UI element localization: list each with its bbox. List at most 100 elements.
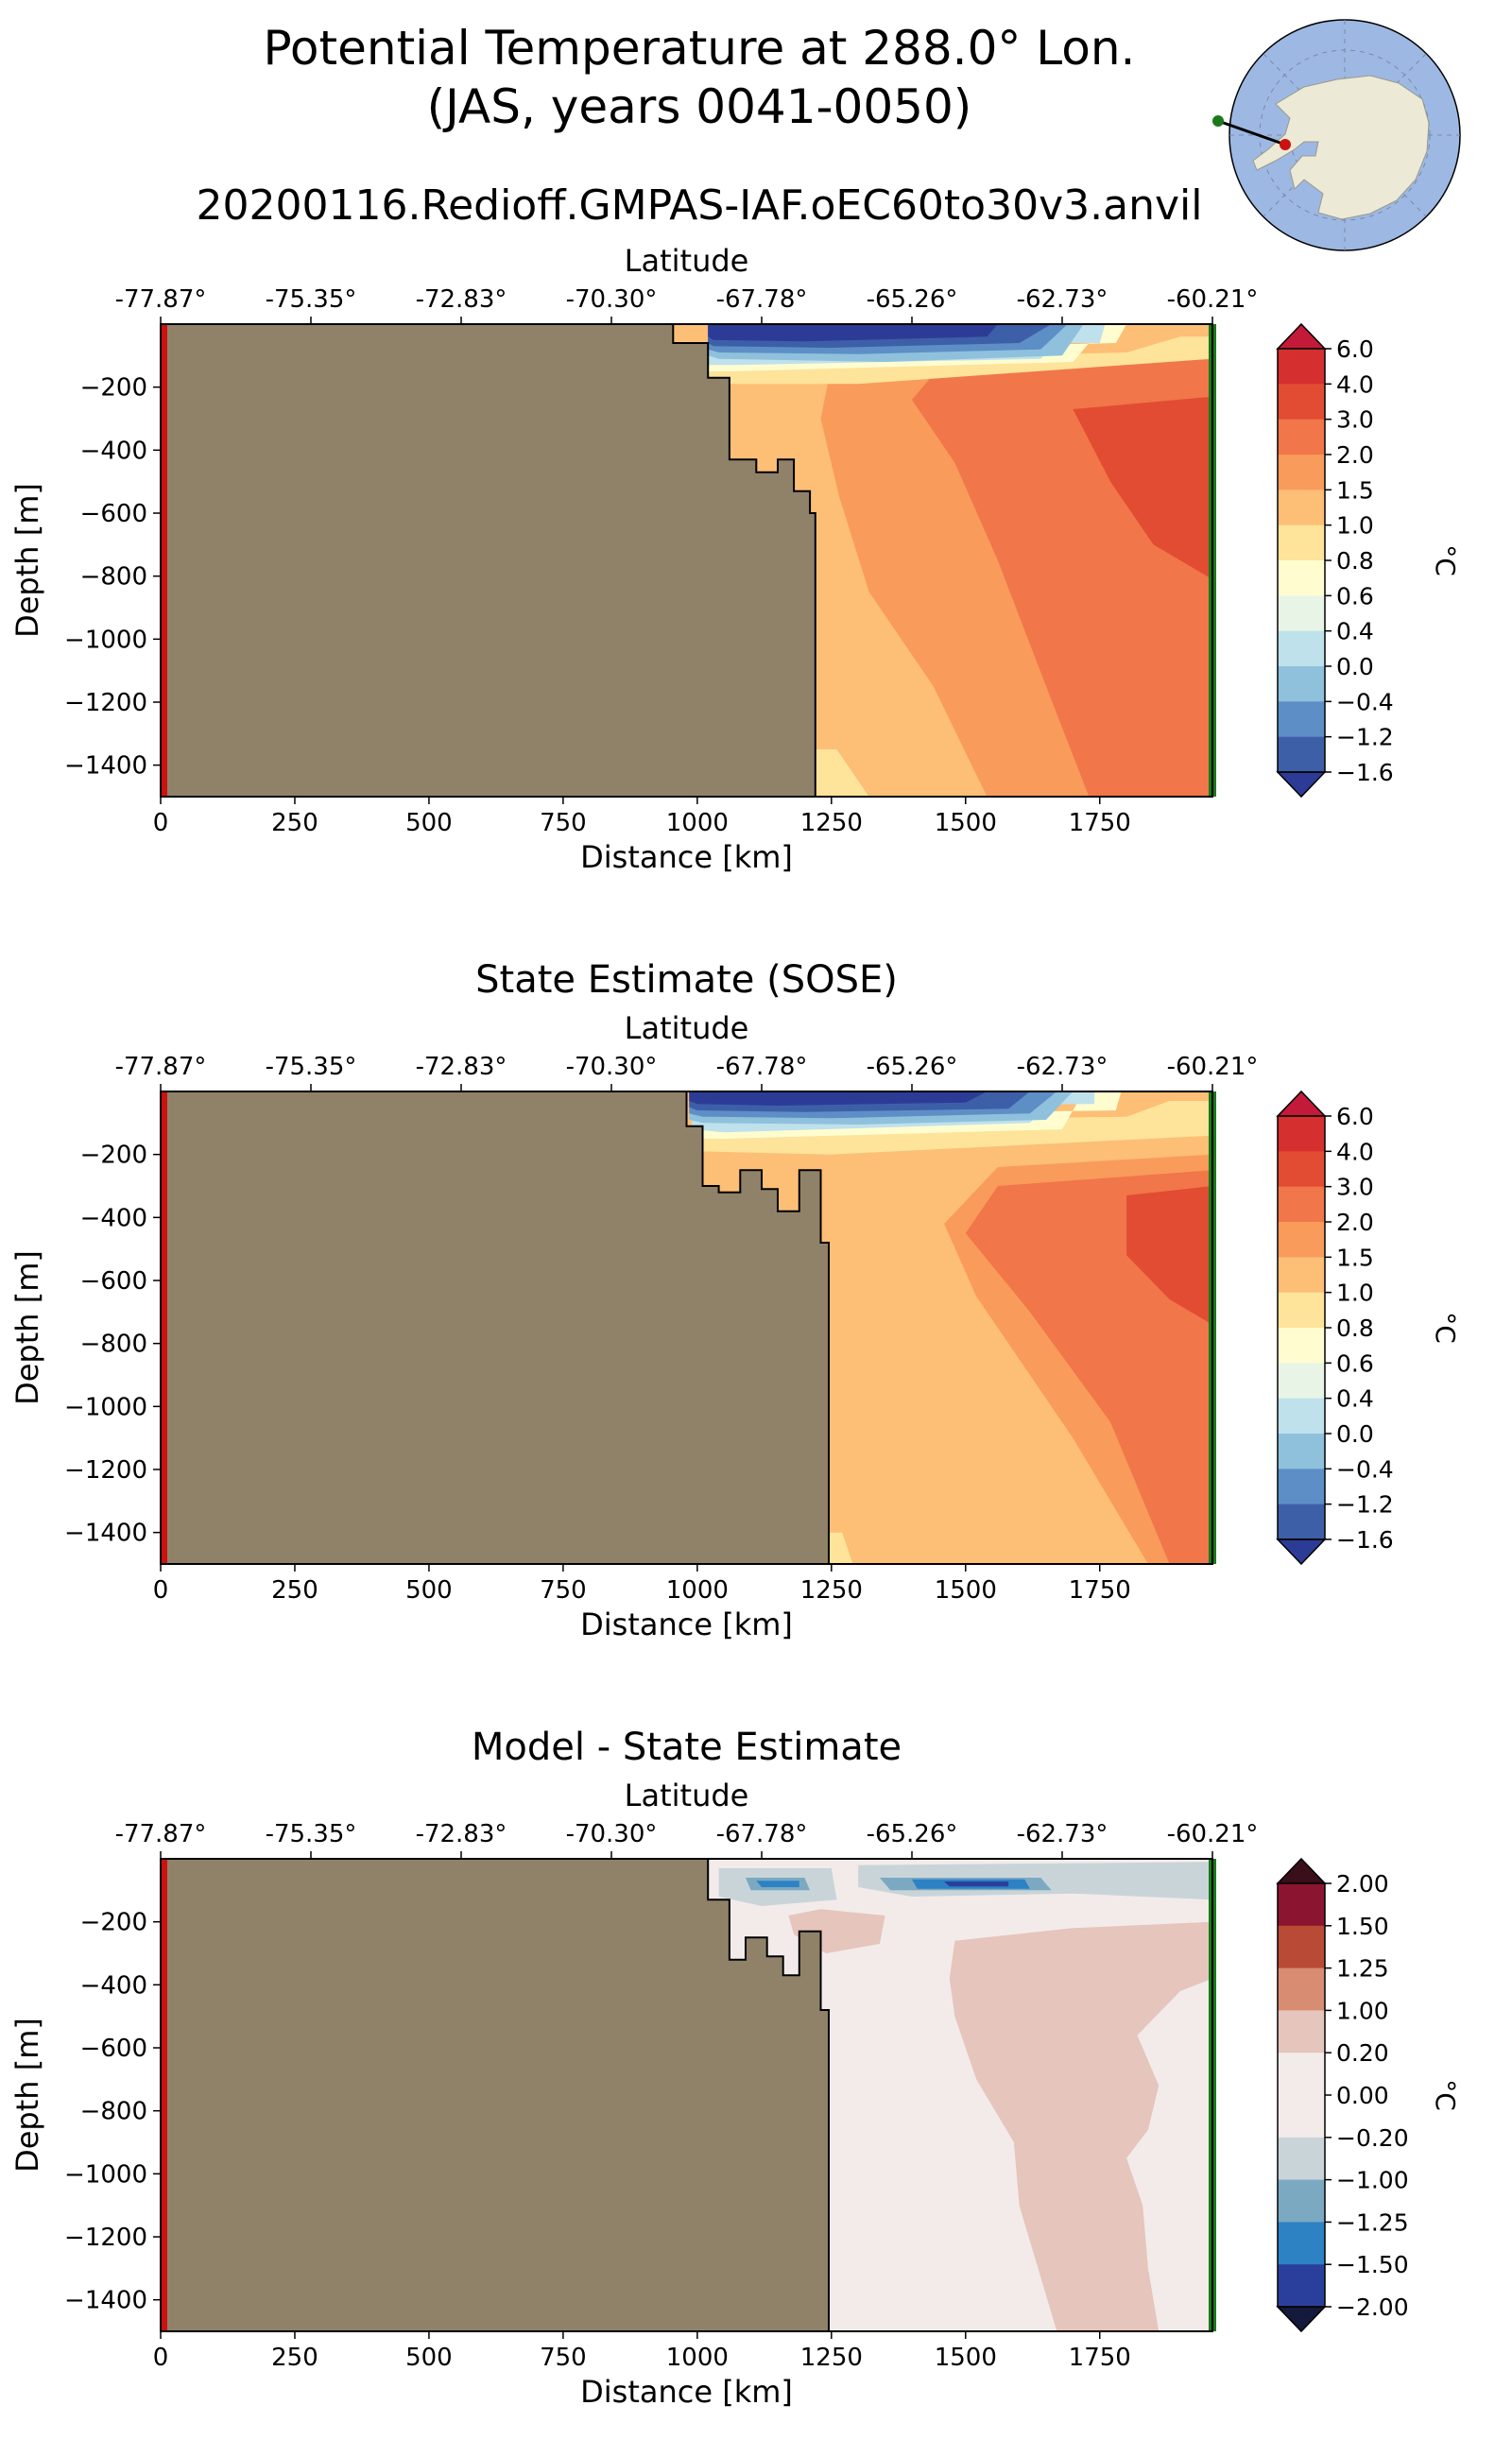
latitude-tick-label: -77.87° (115, 1820, 207, 1848)
colorbar-tick-label: −0.4 (1336, 1455, 1394, 1483)
colorbar-tick-label: 3.0 (1336, 406, 1374, 434)
chart-panel-1: 0 250 500 750 1000 1250 1500 1750 Distance [km] −… (9, 243, 1461, 875)
y-tick-label: −400 (80, 1204, 147, 1232)
x-tick-label: 1500 (935, 1576, 997, 1605)
y-tick-label: −1200 (64, 1456, 147, 1485)
colorbar-swatch (1278, 349, 1325, 385)
colorbar-swatch (1278, 595, 1325, 632)
y-tick-label: −200 (80, 374, 147, 403)
colorbar-tick-label: 1.00 (1336, 1997, 1389, 2024)
panel-title: Model - State Estimate (472, 1726, 902, 1769)
colorbar-swatch (1278, 1151, 1325, 1188)
colorbar-tick-label: −1.6 (1336, 759, 1394, 786)
plot-area (161, 1091, 1212, 1564)
latitude-tick-label: -62.73° (1017, 1053, 1108, 1081)
colorbar-tick-label: −2.00 (1336, 2294, 1409, 2321)
colorbar-tick-label: 1.25 (1336, 1955, 1389, 1983)
latitude-tick-label: -67.78° (716, 1820, 808, 1848)
colorbar-swatch (1278, 2095, 1325, 2139)
plot-area (161, 324, 1212, 797)
colorbar-extend-bottom (1276, 771, 1327, 799)
plot-frame (160, 1858, 1213, 2332)
x-tick-label: 250 (271, 809, 318, 837)
y-tick-label: −1200 (64, 2224, 147, 2252)
colorbar-swatch (1278, 1363, 1325, 1400)
latitude-tick-label: -65.26° (867, 285, 958, 314)
colorbar-swatch (1278, 1222, 1325, 1258)
y-tick-label: −1200 (64, 689, 147, 717)
transect-start-line (160, 324, 167, 797)
latitude-tick-label: -72.83° (416, 1053, 507, 1081)
colorbar-swatch (1278, 419, 1325, 455)
latitude-tick-label: -72.83° (416, 285, 507, 314)
colorbar-swatch (1278, 666, 1325, 702)
y-tick-label: −1000 (64, 2160, 147, 2189)
plot-frame (160, 323, 1213, 798)
colorbar-tick-label: −1.00 (1336, 2167, 1409, 2194)
colorbar-swatch (1278, 1925, 1325, 1969)
colorbar-tick-label: −0.4 (1336, 688, 1394, 715)
figure-title-line-2: (JAS, years 0041-0050) (427, 79, 972, 134)
colorbar-swatch (1278, 736, 1325, 773)
y-tick-label: −800 (80, 1331, 147, 1359)
transect-end-marker (1212, 115, 1224, 127)
x-tick-label: 0 (153, 809, 169, 837)
seafloor-land (161, 324, 816, 797)
field-4p0-6p0 (1126, 1186, 1212, 1325)
top-axis-label: Latitude (625, 1778, 749, 1813)
seafloor-land (161, 1859, 830, 2331)
field-neg-1p25-1p5-a (756, 1881, 799, 1887)
latitude-tick-label: -60.21° (1167, 1053, 1259, 1081)
y-tick-label: −800 (80, 2098, 147, 2126)
field-cold-4 (689, 1091, 988, 1106)
colorbar-swatch (1278, 1434, 1325, 1469)
latitude-tick-label: -67.78° (716, 1053, 808, 1081)
x-tick-label: 1750 (1069, 2344, 1131, 2372)
colorbar-tick-label: 4.0 (1336, 1138, 1374, 1165)
colorbar-swatch (1278, 2053, 1325, 2096)
colorbar-swatch (1278, 1883, 1325, 1927)
x-axis-label: Distance [km] (580, 1606, 793, 1642)
field-neg-1p5-2p0 (944, 1881, 1009, 1887)
latitude-tick-label: -65.26° (867, 1820, 958, 1848)
latitude-tick-label: -62.73° (1017, 1820, 1108, 1848)
latitude-tick-label: -70.30° (566, 285, 658, 314)
y-axis-label: Depth [m] (9, 1250, 45, 1405)
x-tick-label: 1750 (1069, 1576, 1131, 1605)
colorbar-extend-top (1276, 1090, 1327, 1117)
chart-panel-3: Model - State Estimate 0 250 500 750 1000 1250… (9, 1726, 1461, 2410)
colorbar-swatch (1278, 384, 1325, 421)
colorbar-tick-label: 2.00 (1336, 1870, 1389, 1898)
chart-panel-2: State Estimate (SOSE) 0 250 500 750 1000 1250 1… (9, 958, 1461, 1642)
colorbar-tick-label: −1.2 (1336, 724, 1394, 751)
transect-start-line (160, 1091, 167, 1564)
y-axis-label: Depth [m] (9, 483, 45, 638)
colorbar-swatch (1278, 2222, 1325, 2265)
latitude-tick-label: -60.21° (1167, 285, 1259, 314)
transect-start-marker (1280, 139, 1291, 150)
colorbar-tick-label: −1.6 (1336, 1526, 1394, 1554)
x-tick-label: 0 (153, 1576, 169, 1605)
y-tick-label: −600 (80, 1267, 147, 1296)
latitude-tick-label: -67.78° (716, 285, 808, 314)
x-tick-label: 0 (153, 2344, 169, 2372)
colorbar-tick-label: 0.8 (1336, 547, 1374, 575)
y-tick-label: −800 (80, 563, 147, 592)
y-tick-label: −1400 (64, 752, 147, 781)
colorbar-tick-label: 2.0 (1336, 441, 1374, 469)
y-tick-label: −400 (80, 437, 147, 465)
y-axis-label: Depth [m] (9, 2018, 45, 2173)
latitude-tick-label: -62.73° (1017, 285, 1108, 314)
latitude-tick-label: -77.87° (115, 1053, 207, 1081)
colorbar-tick-label: 0.4 (1336, 1385, 1374, 1413)
colorbar-swatch (1278, 2264, 1325, 2308)
colorbar-tick-label: 0.0 (1336, 1420, 1374, 1448)
colorbar-extend-bottom (1276, 2306, 1327, 2333)
colorbar-swatch (1278, 2179, 1325, 2223)
colorbar-tick-label: 1.0 (1336, 1280, 1374, 1307)
x-tick-label: 1000 (666, 1576, 729, 1605)
colorbar-tick-label: 1.5 (1336, 476, 1374, 504)
colorbar-swatch (1278, 560, 1325, 596)
colorbar-extend-bottom (1276, 1538, 1327, 1566)
